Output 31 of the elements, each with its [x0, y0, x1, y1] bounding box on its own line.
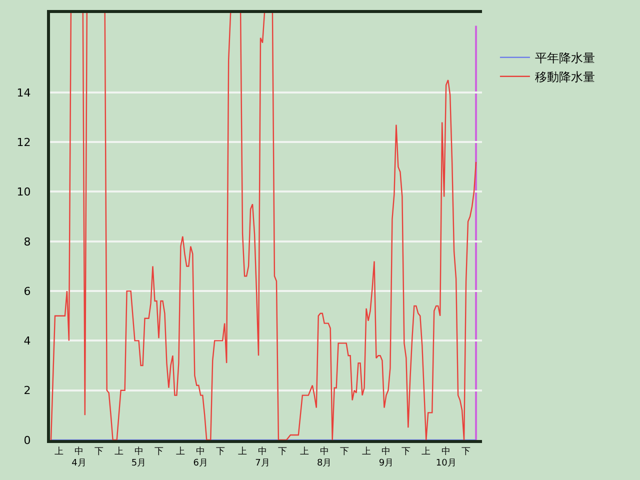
y-tick-label: 6: [24, 284, 31, 298]
x-tick-label: 中 5月: [131, 446, 146, 468]
x-tick-label: 下: [94, 446, 104, 457]
x-tick-label: 上: [300, 446, 309, 457]
y-tick-label: 2: [24, 384, 31, 398]
x-tick-label: 中 9月: [378, 446, 394, 468]
y-tick-label: 0: [24, 434, 31, 447]
y-tick-label: 12: [16, 136, 31, 149]
x-tick-label: 上: [54, 446, 64, 457]
y-tick-label: 14: [16, 86, 31, 100]
x-tick-label: 下: [278, 446, 287, 457]
x-tick-label: 上: [114, 446, 124, 457]
x-tick-label: 中 6月: [193, 446, 208, 468]
x-tick-label: 中 7月: [255, 446, 270, 468]
x-tick-label: 下: [216, 446, 226, 457]
x-tick-label: 上: [238, 446, 248, 457]
x-tick-label: 中 10月: [436, 446, 456, 468]
y-tick-label: 10: [16, 186, 31, 199]
x-tick-label: 上: [176, 446, 186, 457]
x-tick-label: 下: [462, 446, 471, 457]
y-tick-label: 4: [24, 334, 31, 348]
x-tick-label: 上: [422, 446, 431, 457]
x-tick-label: 下: [402, 446, 411, 457]
legend-label: 平年降水量: [534, 51, 595, 66]
x-tick-label: 下: [340, 446, 349, 457]
x-tick-label: 中 4月: [72, 446, 86, 468]
x-tick-label: 下: [154, 446, 164, 457]
x-tick-label: 上: [362, 446, 371, 457]
y-tick-label: 8: [24, 235, 31, 248]
x-tick-label: 中 8月: [316, 446, 332, 468]
legend-label: 移動降水量: [534, 70, 595, 84]
